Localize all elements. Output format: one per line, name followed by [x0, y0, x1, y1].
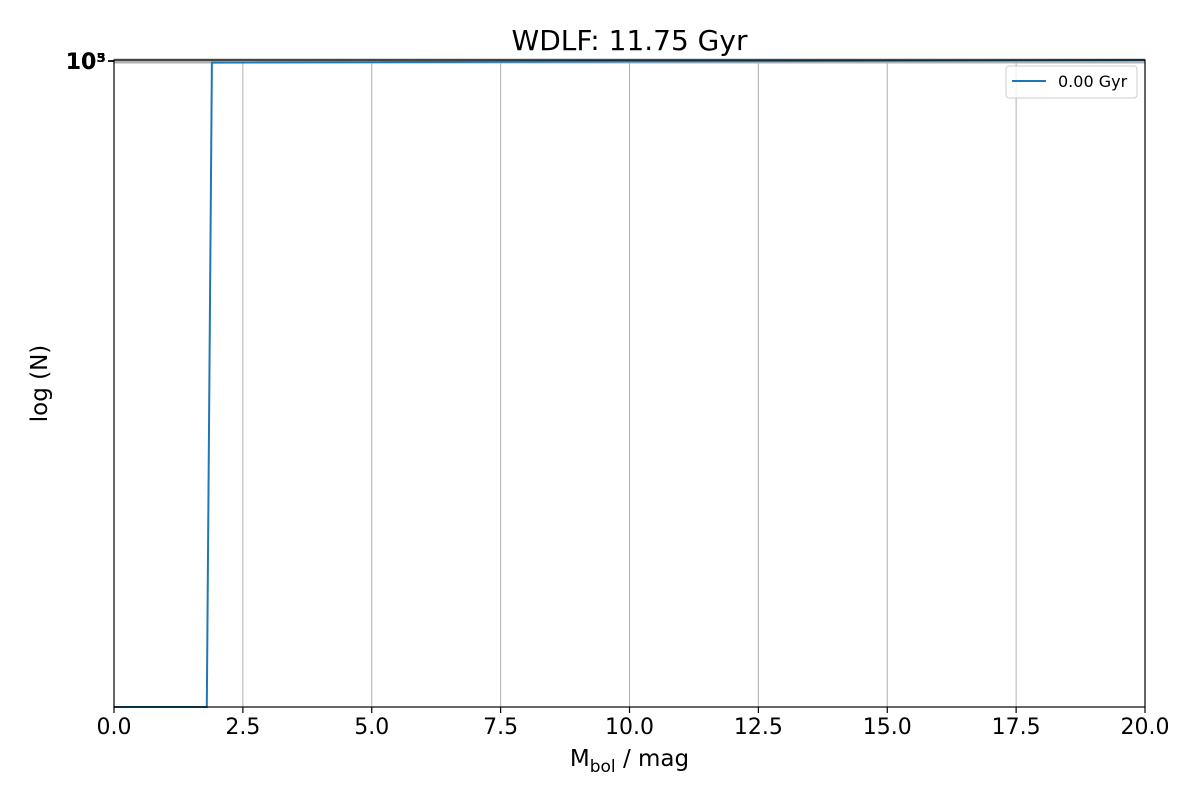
x-tick-label-8: 20.0 [1121, 715, 1170, 740]
legend-box [1005, 65, 1138, 99]
x-tick-label-0: 0.0 [97, 715, 132, 740]
x-tick-label-3: 7.5 [483, 715, 518, 740]
x-tick-label-6: 15.0 [863, 715, 912, 740]
x-axis-label: Mbol / mag [570, 746, 689, 777]
x-tick-label-5: 12.5 [734, 715, 783, 740]
x-axis-label-subscript: bol [590, 757, 616, 777]
x-tick-label-1: 2.5 [225, 715, 260, 740]
y-tick-label-0: 10³ [66, 50, 106, 75]
legend: 0.00 Gyr [1005, 65, 1138, 99]
legend-label: 0.00 Gyr [1058, 72, 1128, 91]
y-tick-label-1: 10⁵ [66, 50, 106, 75]
x-tick-label-4: 10.0 [605, 715, 654, 740]
x-tick-label-2: 5.0 [354, 715, 389, 740]
grid-layer [113, 58, 1146, 707]
x-tick-label-7: 17.5 [992, 715, 1041, 740]
x-axis-label-main: M [570, 746, 590, 772]
y-axis-label: log (N) [27, 345, 53, 423]
chart-title: WDLF: 11.75 Gyr [512, 24, 748, 57]
x-axis-label-unit: / mag [616, 746, 689, 772]
x-ticks: 0.0 2.5 5.0 7.5 10.0 12.5 15.0 17.5 20.0 [97, 707, 1170, 740]
